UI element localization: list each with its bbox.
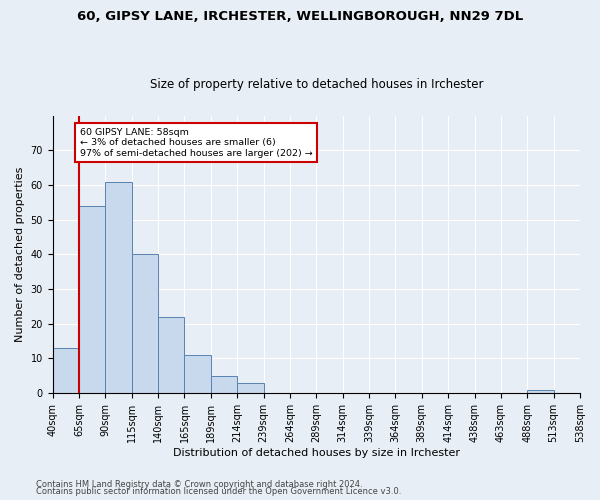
Title: Size of property relative to detached houses in Irchester: Size of property relative to detached ho… xyxy=(149,78,483,91)
Bar xyxy=(79,206,106,393)
Bar xyxy=(184,355,211,393)
Text: Contains public sector information licensed under the Open Government Licence v3: Contains public sector information licen… xyxy=(36,487,401,496)
Text: Contains HM Land Registry data © Crown copyright and database right 2024.: Contains HM Land Registry data © Crown c… xyxy=(36,480,362,489)
Text: 60, GIPSY LANE, IRCHESTER, WELLINGBOROUGH, NN29 7DL: 60, GIPSY LANE, IRCHESTER, WELLINGBOROUG… xyxy=(77,10,523,23)
Bar xyxy=(53,348,79,393)
Bar xyxy=(158,316,184,393)
Text: 60 GIPSY LANE: 58sqm
← 3% of detached houses are smaller (6)
97% of semi-detache: 60 GIPSY LANE: 58sqm ← 3% of detached ho… xyxy=(80,128,312,158)
Bar xyxy=(237,382,263,393)
Bar xyxy=(211,376,237,393)
Bar xyxy=(527,390,554,393)
Y-axis label: Number of detached properties: Number of detached properties xyxy=(15,166,25,342)
Bar xyxy=(132,254,158,393)
Bar xyxy=(106,182,132,393)
X-axis label: Distribution of detached houses by size in Irchester: Distribution of detached houses by size … xyxy=(173,448,460,458)
